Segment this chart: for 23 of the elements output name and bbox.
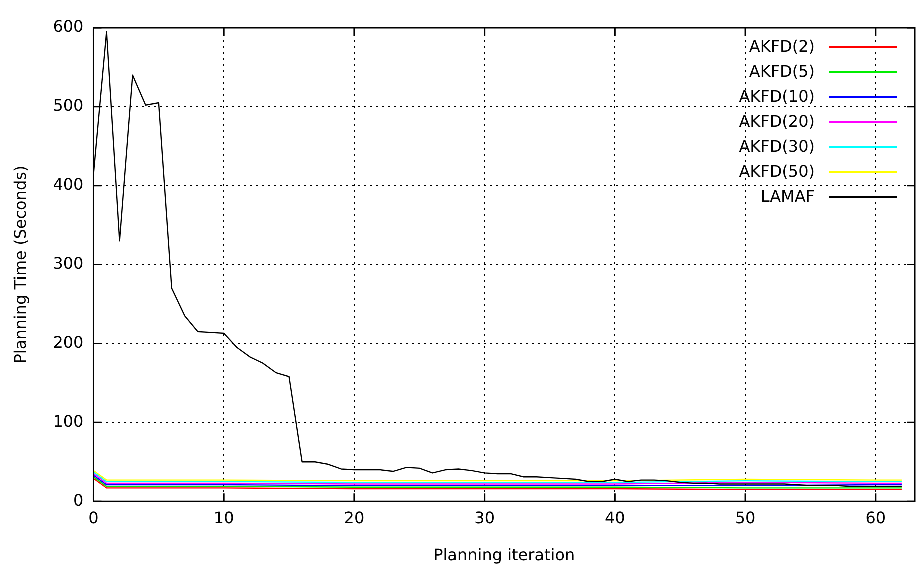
legend-label: AKFD(2) xyxy=(749,37,815,56)
x-tick-label: 50 xyxy=(735,508,756,528)
legend-label: AKFD(5) xyxy=(749,62,815,81)
y-tick-label: 600 xyxy=(53,17,84,36)
x-tick-label: 60 xyxy=(866,508,886,528)
x-tick-label: 10 xyxy=(214,508,234,528)
x-axis-title: Planning iteration xyxy=(434,546,576,565)
legend-label: AKFD(30) xyxy=(739,137,815,156)
y-tick-label: 300 xyxy=(53,254,84,273)
legend-label: AKFD(10) xyxy=(739,87,815,106)
x-tick-label: 40 xyxy=(604,508,626,528)
legend-label: AKFD(50) xyxy=(739,162,815,181)
y-axis-title: Planning Time (Seconds) xyxy=(10,166,30,364)
legend-label: AKFD(20) xyxy=(739,112,815,131)
y-tick-label: 0 xyxy=(74,490,84,510)
y-tick-label: 400 xyxy=(53,175,84,194)
legend-label: LAMAF xyxy=(760,187,815,206)
y-tick-label: 500 xyxy=(53,96,84,116)
y-tick-label: 100 xyxy=(53,412,84,431)
x-tick-label: 20 xyxy=(344,508,365,528)
y-tick-label: 200 xyxy=(53,332,84,352)
x-tick-label: 0 xyxy=(88,508,99,528)
x-tick-label: 30 xyxy=(474,508,495,528)
